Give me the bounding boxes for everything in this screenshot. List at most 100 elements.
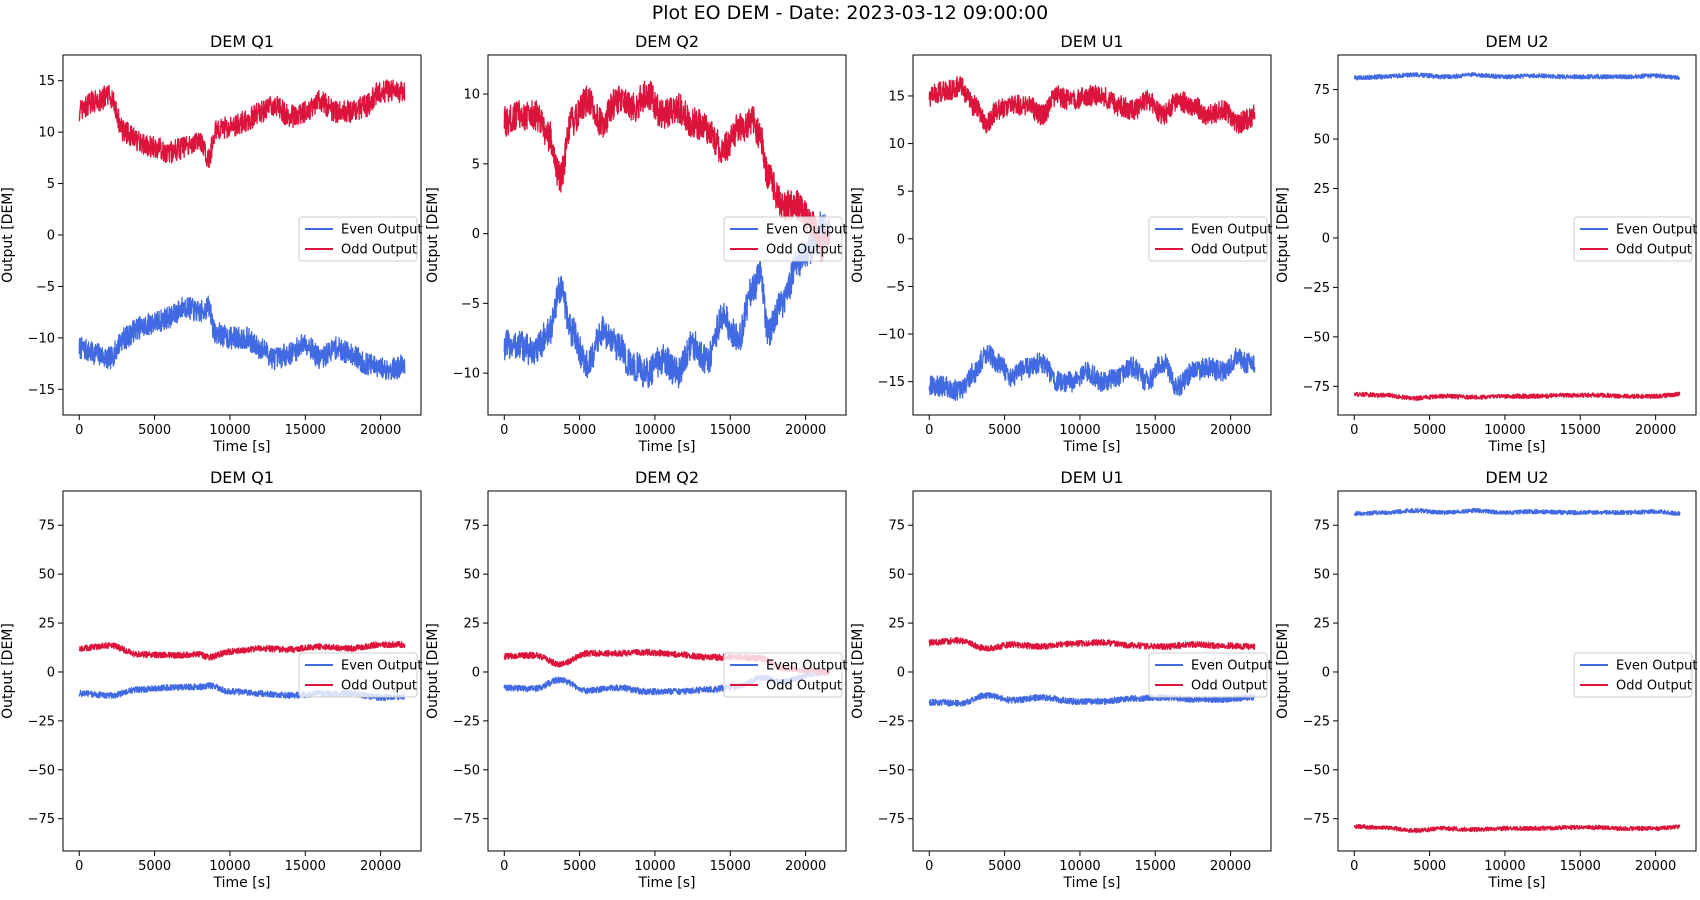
x-tick-label: 0 <box>1350 859 1358 874</box>
x-axis-label: Time [s] <box>213 439 271 455</box>
legend-label: Even Output <box>1616 659 1697 674</box>
y-tick-label: 50 <box>463 568 480 583</box>
x-tick-label: 5000 <box>988 859 1021 874</box>
legend-label: Even Output <box>766 223 847 238</box>
y-tick-label: 75 <box>38 519 55 534</box>
y-tick-label: −50 <box>878 763 905 778</box>
series-line <box>928 75 1256 135</box>
x-tick-label: 20000 <box>360 423 401 438</box>
legend: Even Output Odd Output <box>723 216 847 262</box>
x-tick-label: 5000 <box>138 423 171 438</box>
legend-label: Even Output <box>341 659 422 674</box>
x-axis-label: Time [s] <box>1063 439 1121 455</box>
subplot-title: DEM U1 <box>1060 32 1123 51</box>
figure-title: Plot EO DEM - Date: 2023-03-12 09:00:00 <box>651 2 1049 24</box>
x-tick-label: 0 <box>75 423 83 438</box>
y-tick-label: −50 <box>1303 330 1330 345</box>
series-line <box>78 640 406 661</box>
y-tick-label: 0 <box>472 665 480 680</box>
legend-label: Odd Output <box>341 679 417 694</box>
x-tick-label: 15000 <box>1135 859 1176 874</box>
y-tick-label: −50 <box>1303 763 1330 778</box>
y-tick-label: 75 <box>463 519 480 534</box>
legend: Even Output Odd Output <box>723 652 847 698</box>
y-tick-label: −75 <box>1303 812 1330 827</box>
y-axis-label: Output [DEM] <box>0 187 16 283</box>
y-tick-label: 10 <box>38 126 55 141</box>
y-axis-label: Output [DEM] <box>425 187 441 283</box>
legend-label: Odd Output <box>341 243 417 258</box>
legend-label: Even Output <box>1191 223 1272 238</box>
series-line <box>1353 823 1681 834</box>
legend-label: Odd Output <box>1616 243 1692 258</box>
y-tick-label: 15 <box>888 89 905 104</box>
x-tick-label: 0 <box>75 859 83 874</box>
legend: Even Output Odd Output <box>1148 652 1272 698</box>
x-tick-label: 0 <box>1350 423 1358 438</box>
x-axis-label: Time [s] <box>1488 439 1546 455</box>
subplot: 0 5000 10000 15000 20000 −75 −50 −25 0 25 50 75 DEM … <box>1275 468 1697 891</box>
x-tick-label: 5000 <box>1413 859 1446 874</box>
subplot-title: DEM U1 <box>1060 468 1123 487</box>
x-tick-label: 0 <box>925 859 933 874</box>
x-tick-label: 10000 <box>209 423 250 438</box>
legend-label: Odd Output <box>1191 243 1267 258</box>
x-tick-label: 10000 <box>1059 859 1100 874</box>
y-axis-label: Output [DEM] <box>850 187 866 283</box>
x-tick-label: 10000 <box>1484 859 1525 874</box>
y-tick-label: 50 <box>38 568 55 583</box>
legend-label: Even Output <box>1616 223 1697 238</box>
series-line <box>928 692 1256 707</box>
y-tick-label: 0 <box>472 227 480 242</box>
legend: Even Output Odd Output <box>1148 216 1272 262</box>
y-axis-label: Output [DEM] <box>850 623 866 719</box>
subplot-title: DEM U2 <box>1485 32 1548 51</box>
x-tick-label: 20000 <box>1210 423 1251 438</box>
subplot: 0 5000 10000 15000 20000 −10 −5 0 5 10 DEM Q2 Time … <box>425 32 847 455</box>
x-axis-label: Time [s] <box>1488 875 1546 891</box>
x-tick-label: 5000 <box>988 423 1021 438</box>
x-tick-label: 20000 <box>360 859 401 874</box>
y-axis-label: Output [DEM] <box>1275 623 1291 719</box>
x-tick-label: 5000 <box>563 423 596 438</box>
subplot: 0 5000 10000 15000 20000 −75 −50 −25 0 25 50 75 DEM … <box>425 468 847 891</box>
series-line <box>503 80 831 262</box>
legend-label: Even Output <box>766 659 847 674</box>
x-tick-label: 20000 <box>1635 859 1676 874</box>
x-tick-label: 5000 <box>1413 423 1446 438</box>
subplot: 0 5000 10000 15000 20000 −15 −10 −5 0 5 10 15 DEM Q1… <box>0 32 422 455</box>
x-tick-label: 20000 <box>1635 423 1676 438</box>
y-tick-label: −75 <box>1303 380 1330 395</box>
legend-label: Even Output <box>1191 659 1272 674</box>
y-tick-label: 75 <box>888 519 905 534</box>
y-tick-label: 25 <box>888 617 905 632</box>
x-axis-label: Time [s] <box>638 875 696 891</box>
legend-label: Odd Output <box>766 679 842 694</box>
subplot-title: DEM Q2 <box>635 468 699 487</box>
series-line <box>78 295 406 381</box>
x-tick-label: 15000 <box>1135 423 1176 438</box>
x-tick-label: 0 <box>500 859 508 874</box>
x-tick-label: 15000 <box>1560 423 1601 438</box>
x-tick-label: 10000 <box>634 423 675 438</box>
y-tick-label: 0 <box>897 232 905 247</box>
x-axis-label: Time [s] <box>638 439 696 455</box>
y-tick-label: 50 <box>888 568 905 583</box>
y-tick-label: −10 <box>878 328 905 343</box>
y-tick-label: −15 <box>28 383 55 398</box>
series-line <box>928 636 1256 652</box>
y-tick-label: 5 <box>47 177 55 192</box>
y-axis-label: Output [DEM] <box>425 623 441 719</box>
x-tick-label: 15000 <box>710 859 751 874</box>
y-tick-label: 10 <box>463 88 480 103</box>
y-axis-label: Output [DEM] <box>1275 187 1291 283</box>
axes-frame <box>912 490 1272 852</box>
x-tick-label: 0 <box>500 423 508 438</box>
subplot-title: DEM Q1 <box>210 468 274 487</box>
y-tick-label: 25 <box>1313 182 1330 197</box>
subplot-title: DEM U2 <box>1485 468 1548 487</box>
y-tick-label: −50 <box>453 763 480 778</box>
y-tick-label: 0 <box>47 229 55 244</box>
y-tick-label: −25 <box>453 714 480 729</box>
